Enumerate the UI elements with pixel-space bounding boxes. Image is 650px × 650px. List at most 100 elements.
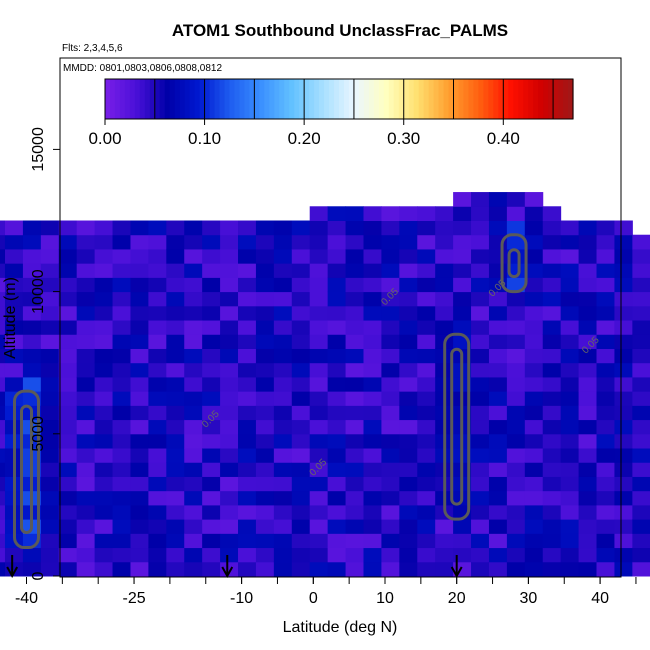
heatmap-cell [76,448,96,463]
heatmap-cell [202,462,221,477]
heatmap-cell [524,490,544,506]
colorbar-swatch [144,79,151,119]
heatmap-cell [94,348,114,364]
heatmap-cell [309,476,329,492]
heatmap-cell [184,433,203,449]
heatmap-cell [166,277,185,293]
heatmap-cell [327,547,347,563]
heatmap-cell [309,334,329,349]
heatmap-cell [202,405,221,421]
heatmap-cell [273,391,293,406]
heatmap-cell [220,448,239,463]
colorbar-swatch [129,79,136,119]
heatmap-cell [327,561,347,577]
heatmap-cell [4,320,24,335]
heatmap-cell [399,476,418,492]
heatmap-cell [238,320,257,335]
colorbar-swatch [334,79,340,119]
heatmap-cell [632,533,650,549]
heatmap-cell [399,362,418,378]
heatmap-cell [488,433,508,449]
heatmap-cell [596,263,615,278]
heatmap-cell [327,391,347,406]
plot-frame [59,57,622,578]
heatmap-cell [578,220,598,236]
heatmap-cell [76,533,96,549]
heatmap-cell [238,419,257,435]
heatmap-cell [560,362,580,378]
heatmap-cell [506,547,526,563]
heatmap-cell [488,362,508,378]
colorbar-swatch [134,79,141,119]
heatmap-cell [399,519,418,534]
heatmap-cell [327,277,347,293]
heatmap-cell [255,277,275,293]
colorbar-swatch [169,79,176,119]
heatmap-cell [202,320,221,335]
heatmap-cell [220,305,239,321]
heatmap-cell [363,391,382,406]
heatmap-cell [632,433,650,449]
heatmap-cell [22,561,42,577]
heatmap-cell [417,419,436,435]
colorbar-swatch [179,79,186,119]
heatmap-cell [40,291,60,307]
heatmap-cell [632,291,650,307]
heatmap-cell [112,462,131,477]
heatmap-cell [273,277,293,293]
heatmap-cell [327,305,347,321]
y-tick-label: 5000 [30,416,47,452]
heatmap-cell [614,561,633,577]
heatmap-cell [4,305,24,321]
colorbar-swatch [124,79,131,119]
heatmap-cell [202,234,221,250]
heatmap-cell [0,419,6,435]
heatmap-cell [255,490,275,506]
heatmap-cell [578,519,598,534]
heatmap-cell [399,348,418,364]
heatmap-cell [345,561,364,577]
heatmap-cell [488,490,508,506]
heatmap-cell [506,220,526,236]
heatmap-cell [202,504,221,520]
heatmap-cell [148,348,167,364]
heatmap-cell [273,547,293,563]
colorbar-swatch [353,79,360,119]
heatmap-cell [166,547,185,563]
heatmap-cell [488,192,508,207]
heatmap-cell [291,419,311,435]
colorbar-swatch [358,79,365,119]
heatmap-cell [542,561,562,577]
heatmap-cell [363,291,382,307]
heatmap-cell [238,334,257,349]
x-tick-label: 0 [309,590,318,607]
colorbar-swatch [463,79,470,119]
heatmap-cell [238,391,257,406]
colorbar-swatch [149,79,156,119]
heatmap-cell [220,490,239,506]
colorbar-swatch [294,79,300,119]
heatmap-cells [0,192,650,577]
heatmap-cell [471,234,490,250]
heatmap-cell [220,519,239,534]
heatmap-cell [435,277,454,293]
heatmap-cell [112,348,131,364]
y-axis: 0 5000 10000 15000 [30,127,60,580]
colorbar-swatch [478,79,484,119]
heatmap-cell [130,220,149,236]
heatmap-cell [309,519,329,534]
heatmap-cell [614,305,633,321]
heatmap-cell [112,277,131,293]
heatmap-cell [471,263,490,278]
heatmap-cell [578,362,598,378]
heatmap-cell [542,533,562,549]
heatmap-cell [184,405,203,421]
heatmap-cell [524,192,544,207]
heatmap-cell [220,405,239,421]
heatmap-cell [309,348,329,364]
heatmap-cell [130,547,149,563]
heatmap-cell [471,433,490,449]
heatmap-cell [488,448,508,463]
heatmap-cell [148,405,167,421]
heatmap-cell [614,490,633,506]
